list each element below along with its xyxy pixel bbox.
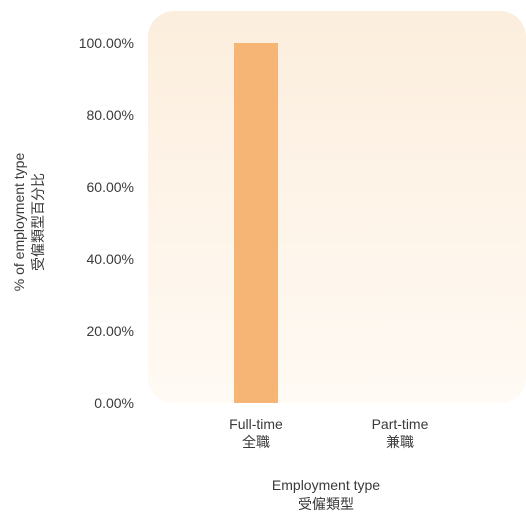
x-axis-title: Employment type 受僱類型	[272, 477, 380, 512]
y-tick-label: 0.00%	[94, 395, 134, 411]
y-tick-label: 60.00%	[87, 179, 134, 195]
y-axis-ticks: 0.00% 20.00% 40.00% 60.00% 80.00% 100.00%	[79, 35, 134, 411]
bar-0	[234, 43, 278, 403]
y-tick-label: 20.00%	[87, 323, 134, 339]
y-tick-label: 80.00%	[87, 107, 134, 123]
y-tick-label: 40.00%	[87, 251, 134, 267]
bars	[234, 43, 278, 403]
y-axis-title: % of employment type 受僱類型百分比	[11, 153, 46, 292]
x-axis-ticks: Full-time 全職 Part-time 兼職	[229, 416, 428, 450]
plot-background	[148, 11, 526, 403]
x-axis-label: Employment type 受僱類型	[272, 477, 380, 512]
x-tick-label: Part-time 兼職	[372, 416, 429, 450]
y-axis-label: % of employment type 受僱類型百分比	[11, 153, 46, 292]
x-tick-label: Full-time 全職	[229, 416, 283, 450]
y-tick-label: 100.00%	[79, 35, 134, 51]
